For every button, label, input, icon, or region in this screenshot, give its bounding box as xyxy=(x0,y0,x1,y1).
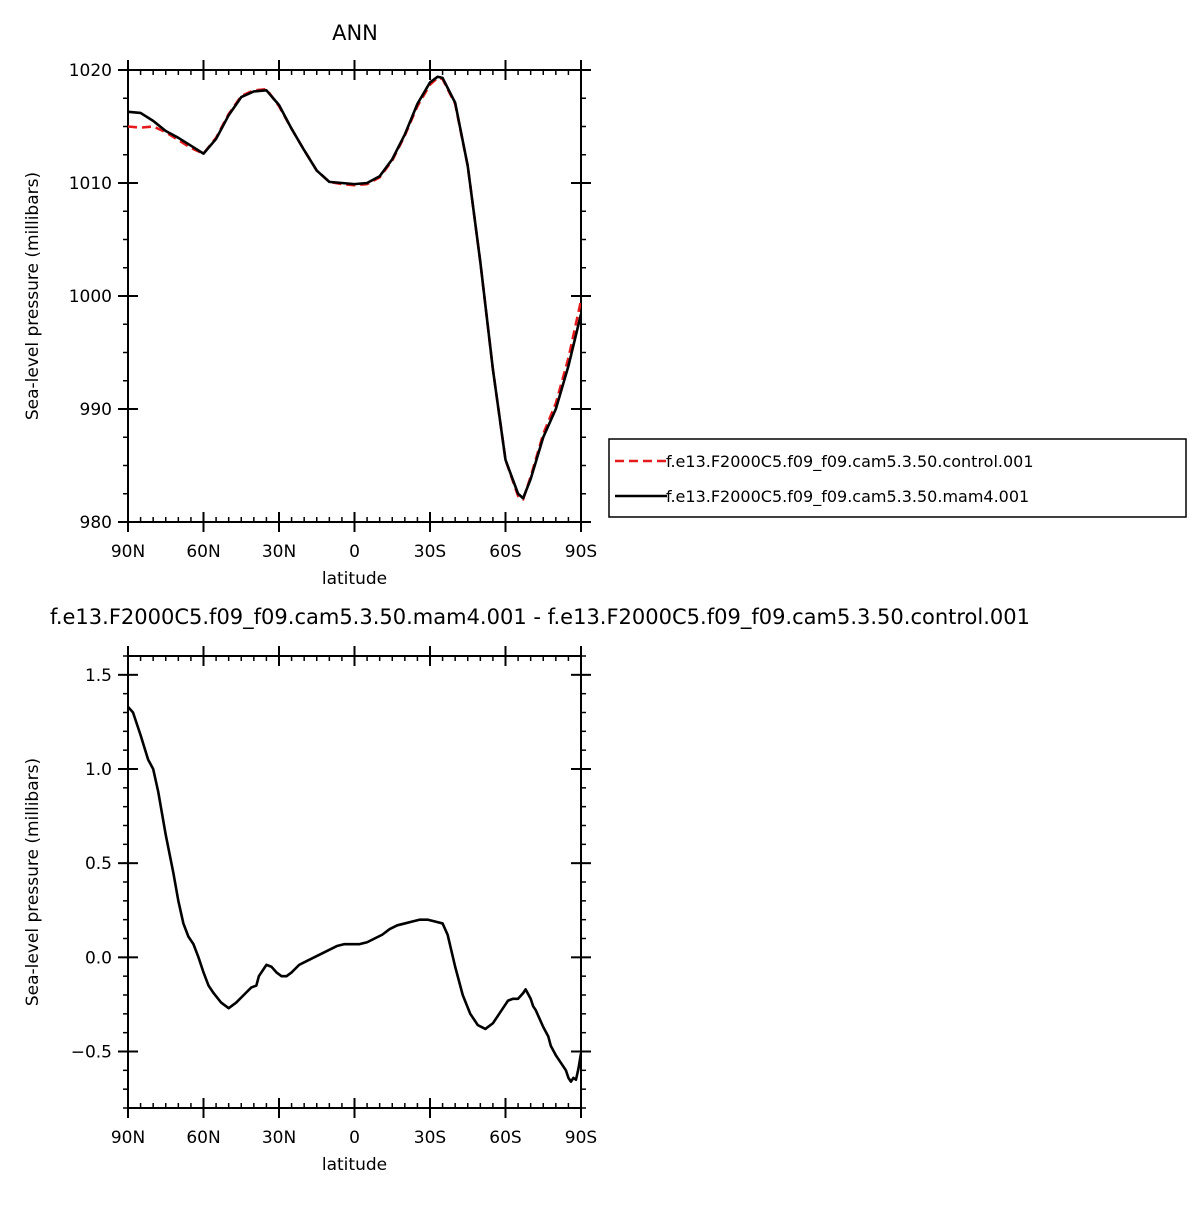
x-tick-label: 30N xyxy=(262,542,296,562)
legend-label: f.e13.F2000C5.f09_f09.cam5.3.50.mam4.001 xyxy=(666,487,1029,507)
legend: f.e13.F2000C5.f09_f09.cam5.3.50.control.… xyxy=(608,438,1187,518)
plot-frame xyxy=(127,69,582,523)
y-tick-label: 1000 xyxy=(69,287,112,307)
x-tick-label: 90N xyxy=(111,542,145,562)
x-tick-label: 90S xyxy=(565,1128,597,1148)
x-axis-label: latitude xyxy=(322,569,387,589)
x-tick-label: 60N xyxy=(186,1128,220,1148)
series-line-mam4 xyxy=(128,75,581,500)
y-tick-label: −0.5 xyxy=(71,1043,112,1063)
y-tick-label: 980 xyxy=(80,513,112,533)
x-tick-label: 0 xyxy=(349,542,360,562)
y-axis-label: Sea-level pressure (millibars) xyxy=(23,172,43,420)
plot-frame xyxy=(127,655,582,1109)
legend-box xyxy=(608,438,1187,518)
x-tick-label: 30S xyxy=(414,542,446,562)
y-tick-label: 1020 xyxy=(69,61,112,81)
x-tick-label: 90N xyxy=(111,1128,145,1148)
series-line-control xyxy=(128,76,581,501)
chart-title: ANN xyxy=(332,21,378,45)
chart-title: f.e13.F2000C5.f09_f09.cam5.3.50.mam4.001… xyxy=(50,605,1030,630)
chart-panel-1: ANN 90N 60N 30N 0 30S 60S 90S 980 990 1000 1010 1020… xyxy=(23,21,1187,589)
y-tick-label: 0.5 xyxy=(85,854,112,874)
y-tick-label: 1010 xyxy=(69,174,112,194)
y-axis-label: Sea-level pressure (millibars) xyxy=(23,758,43,1006)
legend-label: f.e13.F2000C5.f09_f09.cam5.3.50.control.… xyxy=(666,452,1034,472)
series-line-mam4 xyxy=(128,705,581,1083)
x-tick-label: 90S xyxy=(565,542,597,562)
y-tick-label: 1.5 xyxy=(85,666,112,686)
x-tick-label: 60S xyxy=(489,542,521,562)
y-tick-label: 990 xyxy=(80,400,112,420)
x-tick-label: 60N xyxy=(186,542,220,562)
x-axis-label: latitude xyxy=(322,1155,387,1175)
x-tick-label: 60S xyxy=(489,1128,521,1148)
chart-panel-2: f.e13.F2000C5.f09_f09.cam5.3.50.mam4.001… xyxy=(23,605,1030,1175)
y-tick-label: 0.0 xyxy=(85,948,112,968)
x-tick-label: 30S xyxy=(414,1128,446,1148)
x-tick-label: 0 xyxy=(349,1128,360,1148)
x-tick-label: 30N xyxy=(262,1128,296,1148)
y-tick-label: 1.0 xyxy=(85,760,112,780)
